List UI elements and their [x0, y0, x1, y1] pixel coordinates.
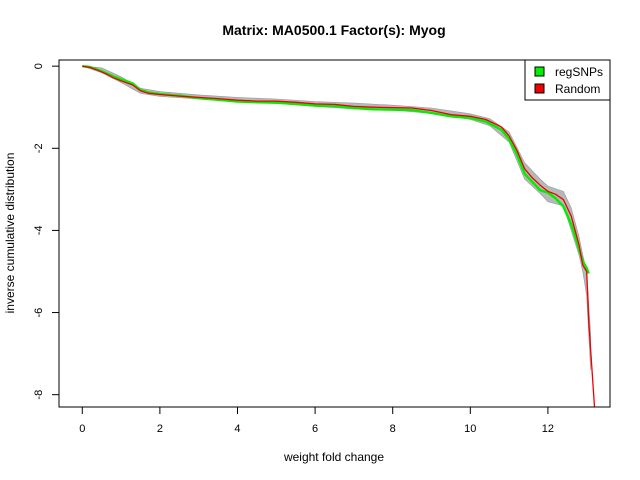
- series-layer: [82, 65, 596, 408]
- y-tick-label: -8: [33, 390, 45, 400]
- legend-swatch-random: [534, 83, 545, 94]
- legend-swatch-regsnps: [534, 66, 545, 77]
- y-tick-label: -4: [33, 226, 45, 236]
- legend-label-random: Random: [555, 82, 600, 96]
- series-line-regsnps: [82, 65, 590, 274]
- x-tick-label: 10: [464, 423, 476, 435]
- x-tick-label: 4: [234, 423, 240, 435]
- y-tick-label: 0: [33, 63, 45, 69]
- x-tick-label: 2: [157, 423, 163, 435]
- random-band-layer: [82, 65, 591, 371]
- y-axis: 0 -2 -4 -6 -8: [33, 63, 60, 400]
- random-band: [82, 65, 591, 371]
- x-tick-label: 8: [390, 423, 396, 435]
- chart-title: Matrix: MA0500.1 Factor(s): Myog: [222, 22, 445, 38]
- legend: regSNPs Random: [524, 59, 611, 101]
- legend-label-regsnps: regSNPs: [555, 65, 603, 79]
- y-tick-label: -6: [33, 308, 45, 318]
- series-line-random: [82, 65, 596, 408]
- y-tick-label: -2: [33, 143, 45, 153]
- plot-frame: [58, 59, 611, 408]
- x-tick-label: 6: [312, 423, 318, 435]
- x-tick-label: 12: [542, 423, 554, 435]
- x-axis: 0 2 4 6 8 10 12: [79, 406, 554, 435]
- x-tick-label: 0: [79, 423, 85, 435]
- y-axis-label: inverse cumulative distribution: [3, 153, 17, 314]
- x-axis-label: weight fold change: [283, 450, 384, 464]
